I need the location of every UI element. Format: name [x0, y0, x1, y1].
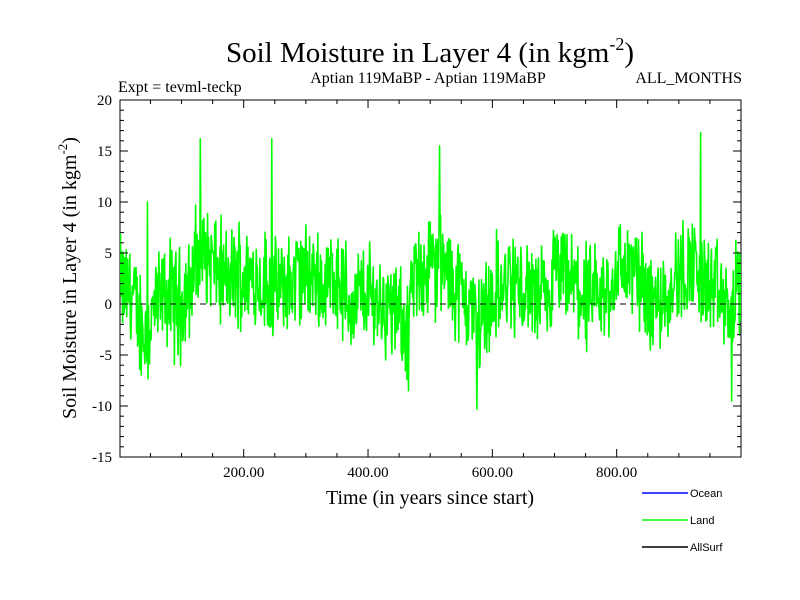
- x-tick-label: 400.00: [347, 465, 388, 481]
- y-tick-label: 20: [97, 93, 112, 109]
- y-tick-label: 5: [105, 246, 113, 262]
- subtitle-experiment: Expt = tevml-teckp: [118, 79, 242, 96]
- legend-label-allsurf: AllSurf: [690, 542, 723, 554]
- subtitle-period: Aptian 119MaBP - Aptian 119MaBP: [310, 70, 546, 87]
- y-tick-label: -10: [92, 399, 112, 415]
- land-series: [120, 131, 741, 410]
- y-axis-label-superscript: -2: [55, 144, 70, 155]
- land-series-line: [120, 131, 741, 410]
- y-tick-label: -15: [92, 450, 112, 466]
- y-tick-label: 15: [97, 144, 112, 160]
- y-axis-ticks: -15 -10 -5 0 5 10 15 20: [92, 93, 741, 466]
- x-tick-label: 800.00: [596, 465, 637, 481]
- legend-label-ocean: Ocean: [690, 488, 722, 500]
- chart-title-superscript: -2: [609, 34, 624, 54]
- y-tick-label: 10: [97, 195, 112, 211]
- x-tick-label: 600.00: [472, 465, 513, 481]
- legend-label-land: Land: [690, 515, 714, 527]
- y-tick-label: 0: [105, 297, 113, 313]
- x-axis-label: Time (in years since start): [326, 487, 534, 509]
- legend: Ocean Land AllSurf: [642, 488, 723, 554]
- y-tick-label: -5: [100, 348, 113, 364]
- subtitle-months: ALL_MONTHS: [635, 70, 742, 87]
- y-axis-label: Soil Moisture in Layer 4 (in kgm-2): [55, 137, 81, 419]
- x-axis-ticks: 200.00 400.00 600.00 800.00: [149, 100, 711, 481]
- x-tick-label: 200.00: [223, 465, 264, 481]
- chart-title: Soil Moisture in Layer 4 (in kgm-2): [226, 34, 634, 69]
